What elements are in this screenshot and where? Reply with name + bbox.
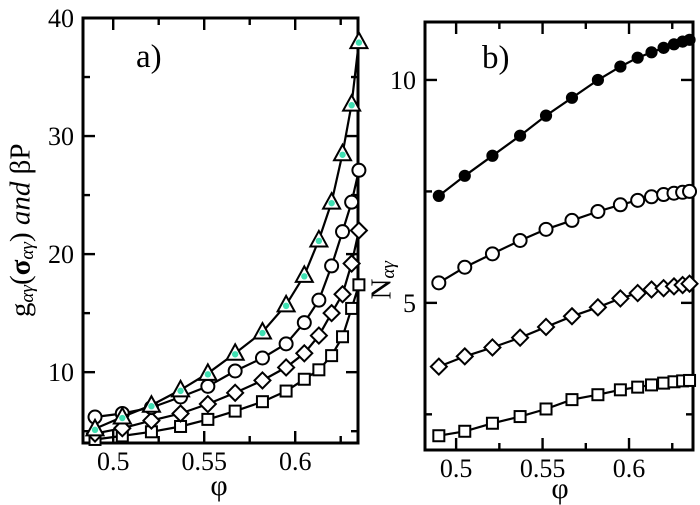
series-line (438, 38, 690, 197)
series-open-diamond (85, 221, 369, 443)
panel-a-x-axis-label: φ (210, 469, 228, 502)
panel-b-x-axis-label: φ (551, 472, 569, 505)
series-filled-circle (432, 33, 696, 202)
tick-labels: 0.5 0.55 0.6 5 10 (390, 66, 645, 483)
series-open-circle (87, 162, 367, 425)
series-line (438, 190, 690, 284)
tick-labels: 0.5 0.55 0.6 10 20 30 40 (48, 4, 311, 476)
y-tick-label: 20 (48, 240, 74, 269)
series-open-diamond (429, 274, 699, 377)
y-tick-label: 40 (48, 4, 74, 33)
panel-b: 0.5 0.55 0.6 5 10 (390, 20, 699, 483)
panel-a-label: a) (136, 39, 162, 75)
x-tick-label: 0.55 (520, 454, 566, 483)
x-tick-label: 0.5 (440, 454, 473, 483)
x-tick-label: 0.6 (613, 454, 646, 483)
series-line (94, 41, 360, 430)
y-tick-label: 10 (390, 66, 416, 95)
panel-a-y-axis-label: gαγ(σαγ) and βP (4, 143, 39, 318)
x-tick-label: 0.5 (97, 447, 130, 476)
series-triangle-teal-dot (84, 30, 370, 437)
series-open-square (88, 278, 366, 446)
series-line (94, 284, 360, 441)
series-open-circle (431, 183, 698, 291)
x-tick-label: 0.55 (181, 447, 227, 476)
plot-frame (423, 20, 695, 452)
y-tick-label: 30 (48, 122, 74, 151)
panel-a: 0.5 0.55 0.6 10 20 30 40 (48, 4, 370, 476)
x-tick-label: 0.6 (279, 447, 312, 476)
series-open-square (432, 373, 697, 443)
y-tick-label: 10 (48, 358, 74, 387)
y-tick-label: 5 (403, 289, 416, 318)
panel-b-label: b) (482, 40, 510, 76)
panel-b-y-axis-label: Nαγ (365, 261, 400, 300)
